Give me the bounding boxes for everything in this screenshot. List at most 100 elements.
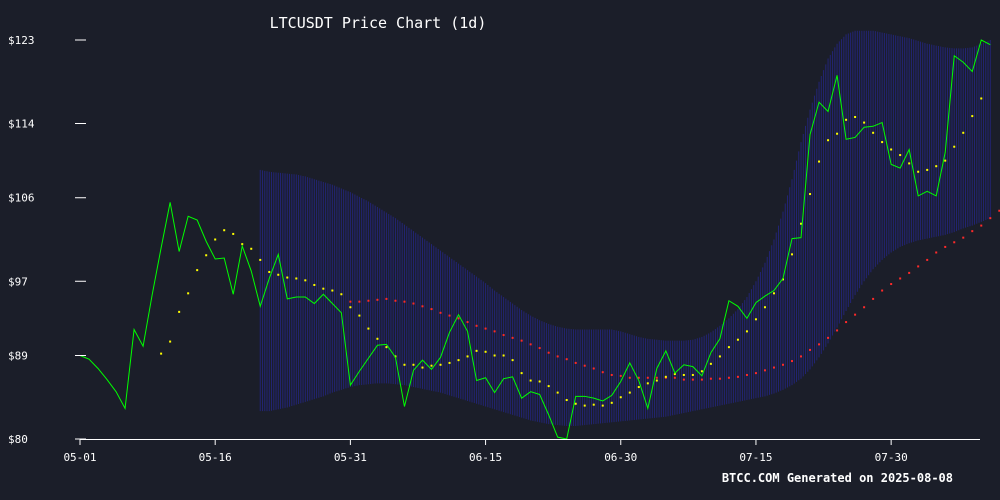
slow-ma-point [962,236,965,239]
fast-ma-point [412,363,415,366]
fast-ma-point [718,355,721,358]
fast-ma-point [673,373,676,376]
fast-ma-point [205,254,208,257]
slow-ma-point [475,324,478,327]
slow-ma-point [727,376,730,379]
fast-ma-point [727,346,730,349]
fast-ma-point [403,363,406,366]
fast-ma-point [601,404,604,407]
fast-ma-point [899,154,902,157]
slow-ma-point [466,321,469,324]
fast-ma-point [538,380,541,383]
fast-ma-point [962,131,965,134]
slow-ma-point [637,376,640,379]
y-tick-label: $114 [8,118,35,131]
slow-ma-point [944,245,947,248]
slow-ma-point [601,371,604,374]
fast-ma-point [574,402,577,405]
slow-ma-point [827,336,830,339]
fast-ma-point [845,118,848,121]
slow-ma-point [583,364,586,367]
fast-ma-point [340,293,343,296]
price-series [79,39,991,440]
fast-ma-point [926,168,929,171]
fast-ma-point [484,350,487,353]
slow-ma-point [745,373,748,376]
slow-ma-point [511,336,514,339]
slow-ma-point [628,376,631,379]
fast-ma-point [520,372,523,375]
fast-ma-point [295,277,298,280]
fast-ma-point [475,349,478,352]
slow-ma-point [565,358,568,361]
slow-ma-point [574,361,577,364]
fast-ma-point [421,366,424,369]
fast-ma-point [691,373,694,376]
fast-ma-point [583,404,586,407]
x-tick-label: 06-15 [469,451,502,464]
slow-ma-point [908,271,911,274]
slow-ma-point [998,209,1000,212]
slow-ma-point [493,330,496,333]
fast-ma-point [241,243,244,246]
slow-ma-point [547,351,550,354]
slow-ma-point [754,372,757,375]
fast-ma-point [700,370,703,373]
volatility-band [259,30,991,427]
fast-ma-point [890,148,893,151]
fast-ma-point [448,361,451,364]
fast-ma-point [304,279,307,282]
fast-ma-point [872,131,875,134]
fast-ma-point [223,229,226,232]
slow-ma-point [556,355,559,358]
x-tick-label: 05-31 [334,451,367,464]
x-axis-ticks: 05-01 05-16 05-31 06-15 06-30 07-15 07-30 [63,439,908,464]
fast-ma-point [791,253,794,256]
fast-ma-point [466,355,469,358]
fast-ma-point [232,232,235,235]
slow-ma-point [538,347,541,350]
slow-ma-point [403,300,406,303]
fast-ma-point [971,115,974,118]
slow-ma-point [700,378,703,381]
slow-ma-point [439,311,442,314]
slow-ma-point [899,277,902,280]
fast-ma-point [836,132,839,135]
slow-ma-point [457,317,460,320]
fast-ma-point [430,364,433,367]
fast-ma-point [169,340,172,343]
slow-ma-point [800,355,803,358]
x-tick-label: 07-30 [875,451,908,464]
fast-ma-point [376,337,379,340]
fast-ma-point [754,318,757,321]
slow-ma-point [818,343,821,346]
slow-ma-point [655,376,658,379]
price-line [79,39,991,440]
fast-ma-point [529,379,532,382]
fast-ma-point [944,159,947,162]
slow-ma-point [412,302,415,305]
fast-ma-point [385,346,388,349]
slow-moving-average-series [349,209,1000,381]
slow-ma-point [953,241,956,244]
slow-ma-point [863,306,866,309]
slow-ma-point [394,299,397,302]
fast-ma-point [709,362,712,365]
fast-ma-point [827,139,830,142]
slow-ma-point [718,377,721,380]
slow-ma-point [376,298,379,301]
fast-ma-point [854,116,857,119]
fast-ma-point [592,403,595,406]
fast-ma-point [277,273,280,276]
fast-ma-point [547,385,550,388]
fast-ma-point [610,401,613,404]
slow-ma-point [673,376,676,379]
fast-ma-point [286,276,289,279]
fast-ma-point [655,379,658,382]
fast-ma-point [935,165,938,168]
fast-ma-point [980,97,983,100]
fast-moving-average-series [160,97,983,407]
slow-ma-point [845,321,848,324]
fast-ma-point [908,162,911,165]
